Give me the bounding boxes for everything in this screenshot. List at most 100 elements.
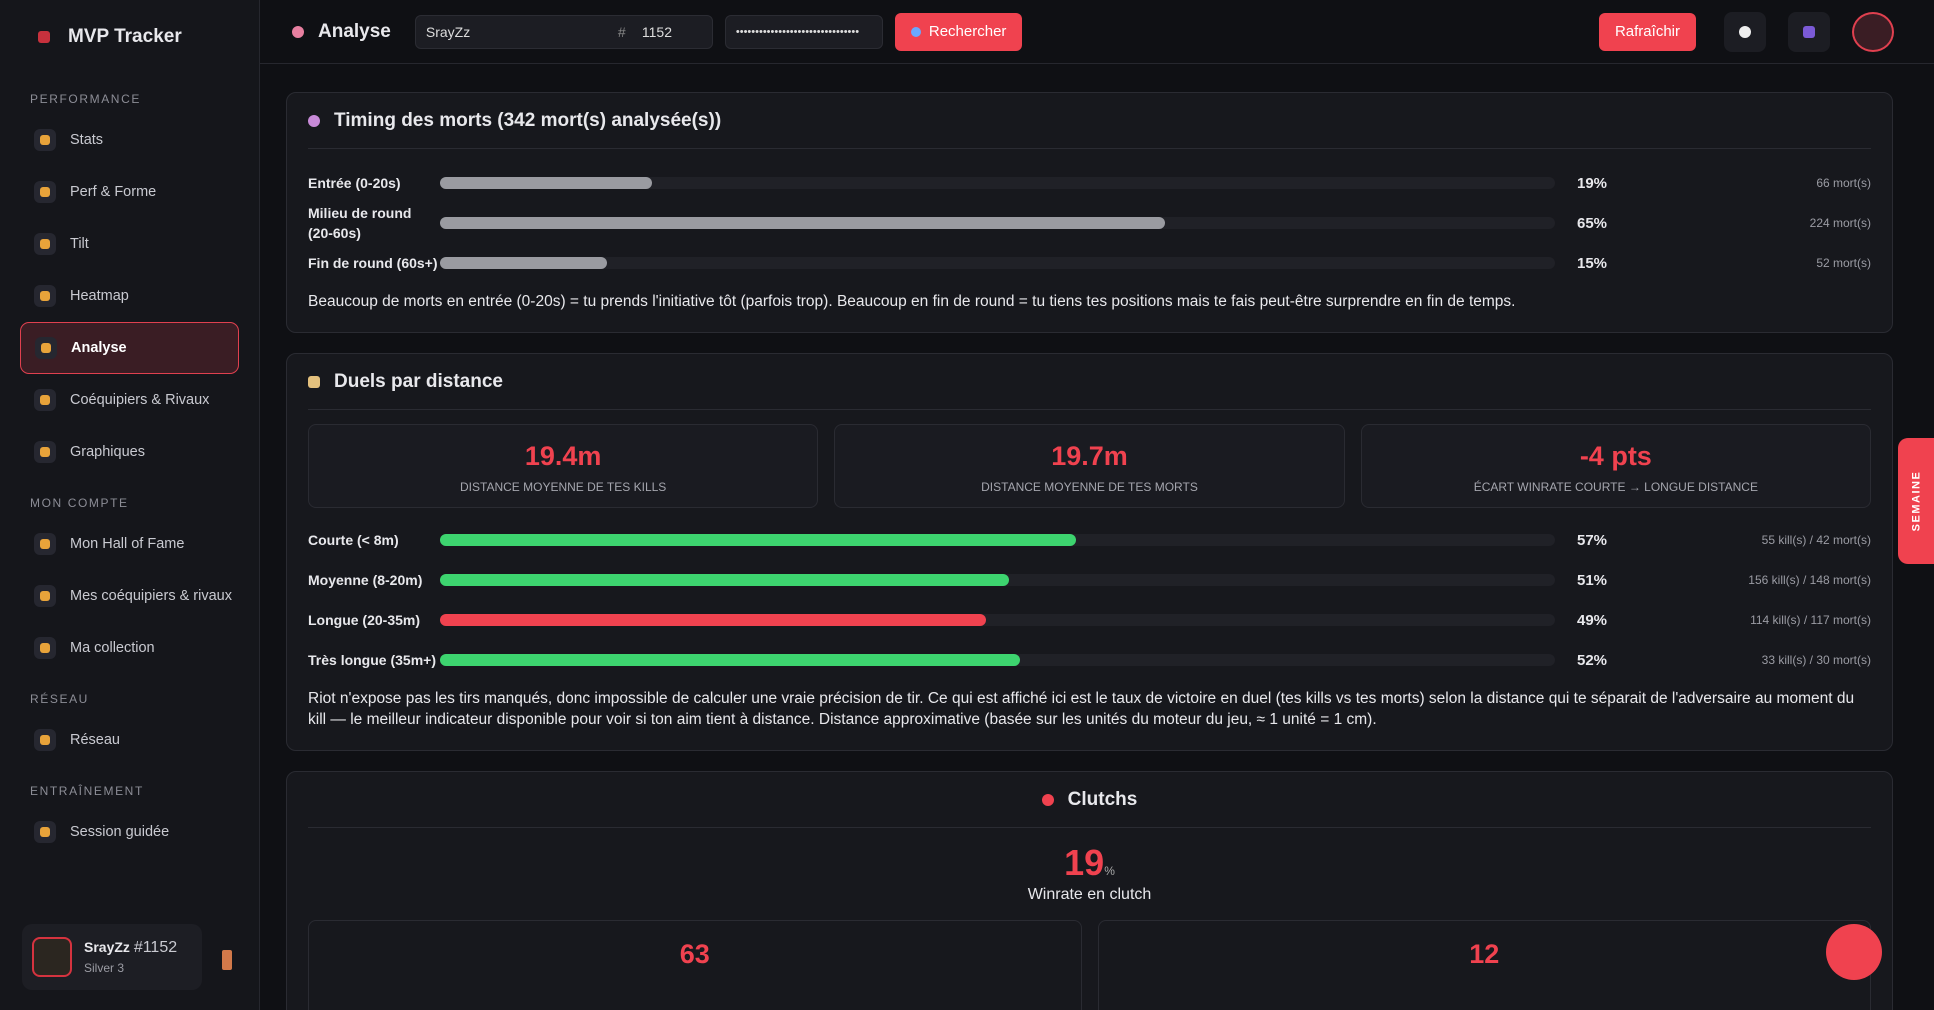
nav-icon [34,533,56,555]
bar-row: Milieu de round (20-60s) 65% 224 mort(s) [308,203,1871,243]
nav-icon [34,233,56,255]
section-title: ENTRAÎNEMENT [30,784,144,798]
row-count: 66 mort(s) [1816,176,1871,190]
row-pct: 57% [1577,531,1608,549]
name-input[interactable]: SrayZz #1152 [414,14,713,49]
nav-icon [34,585,56,607]
nav-label: Réseau [70,732,120,748]
icon [40,187,50,197]
nav-icon [34,441,56,463]
icon [40,539,50,549]
stat-card: -4 pts ÉCART WINRATE COURTE → LONGUE DIST… [1360,424,1871,508]
nav-icon [34,129,56,151]
profile-button[interactable] [1852,11,1894,52]
nav-item[interactable]: Ma collection [20,622,239,674]
duel-rows: Courte (< 8m) 57% 55 kill(s) / 42 mort(s) M… [308,520,1871,680]
row-label: Moyenne (8-20m) [308,572,423,588]
clutch-stat: 63 [308,920,1082,1010]
friends-button[interactable] [1788,11,1830,52]
row-label: Entrée (0-20s) [308,175,401,191]
nav-item[interactable]: Stats [20,114,239,166]
row-count: 33 kill(s) / 30 mort(s) [1761,653,1871,667]
timing-card: Timing des morts (342 mort(s) analysée(s… [286,92,1893,333]
stat-value: 19.7m [1051,441,1128,471]
nav-label: Heatmap [70,288,129,304]
bar-row: Longue (20-35m) 49% 114 kill(s) / 117 mort… [308,600,1871,640]
section-title: MON COMPTE [30,496,129,510]
bar-fill [440,574,1009,586]
key-value: •••••••••••••••••••••••••••••••• [735,25,860,38]
nav-item[interactable]: Mes coéquipiers & rivaux [20,570,239,622]
side-tab[interactable]: SEMAINE [1898,438,1934,564]
row-pct: 65% [1577,214,1608,232]
user-name: SrayZz [84,939,130,955]
bar-track [440,217,1555,229]
clutch-stat: 12 [1097,920,1871,1010]
nav-item[interactable]: Heatmap [20,270,239,322]
card-title: Duels par distance [334,370,503,392]
row-label: Longue (20-35m) [308,612,421,628]
icon [40,735,50,745]
avatar [32,937,72,977]
nav-icon [34,389,56,411]
icon [40,239,50,249]
icon [40,643,50,653]
chat-button[interactable] [1724,11,1766,52]
nav-label: Ma collection [70,640,155,656]
nav-item[interactable]: Tilt [20,218,239,270]
icon [40,447,50,457]
user-tag: #1152 [133,939,178,956]
nav-item[interactable]: Graphiques [20,426,239,478]
nav-item[interactable]: Mon Hall of Fame [20,518,239,570]
refresh-button[interactable]: Rafraîchir [1598,12,1696,51]
nav-item[interactable]: Coéquipiers & Rivaux [20,374,239,426]
bar-row: Moyenne (8-20m) 51% 156 kill(s) / 148 mort… [308,560,1871,600]
main: Timing des morts (342 mort(s) analysée(s… [260,64,1934,1010]
nav-item[interactable]: Analyse [20,322,239,374]
nav-label: Perf & Forme [70,184,157,200]
nav-item[interactable]: Réseau [20,714,239,766]
bar-fill [440,177,652,189]
row-pct: 51% [1577,571,1608,589]
bar-row: Courte (< 8m) 57% 55 kill(s) / 42 mort(s) [308,520,1871,560]
bar-track [440,574,1555,586]
row-label: Courte (< 8m) [308,532,399,548]
icon [40,827,50,837]
nav-label: Stats [70,132,104,148]
nav-label: Mon Hall of Fame [70,536,185,552]
stat-card: 19.4m DISTANCE MOYENNE DE TES KILLS [308,424,819,508]
bar-fill [440,654,1020,666]
row-count: 114 kill(s) / 117 mort(s) [1750,613,1871,627]
bar-row: Très longue (35m+) 52% 33 kill(s) / 30 mor… [308,640,1871,680]
note: Riot n'expose pas les tirs manqués, donc… [308,690,1855,728]
nav: PERFORMANCE Stats Perf & Forme Tilt Heatmap A… [20,92,239,858]
nav-item[interactable]: Session guidée [20,806,239,858]
bar-track [440,654,1555,666]
clutch-label: Winrate en clutch [1027,886,1152,903]
search-label: Rechercher [928,23,1007,40]
bar-track [440,614,1555,626]
section-title: RÉSEAU [30,692,89,706]
nav-label: Graphiques [70,444,145,460]
bar-track [440,177,1555,189]
brand-name: MVP Tracker [68,26,182,47]
logout-button[interactable] [222,950,232,970]
name-value: SrayZz [425,23,471,40]
nav-icon [34,729,56,751]
row-pct: 19% [1577,174,1608,192]
nav-item[interactable]: Perf & Forme [20,166,239,218]
row-pct: 49% [1577,611,1608,629]
key-input[interactable]: •••••••••••••••••••••••••••••••• [724,14,883,49]
user-card[interactable]: SrayZz #1152 Silver 3 [22,924,202,990]
nav-icon [34,637,56,659]
bar-fill [440,534,1076,546]
bar-row: Fin de round (60s+) 15% 52 mort(s) [308,243,1871,283]
card-title: Clutchs [1067,788,1138,810]
bar-track [440,257,1555,269]
bar-row: Entrée (0-20s) 19% 66 mort(s) [308,163,1871,203]
stat-label: DISTANCE MOYENNE DE TES KILLS [460,480,667,494]
search-button[interactable]: Rechercher [894,12,1023,51]
floating-button[interactable] [1826,924,1882,980]
